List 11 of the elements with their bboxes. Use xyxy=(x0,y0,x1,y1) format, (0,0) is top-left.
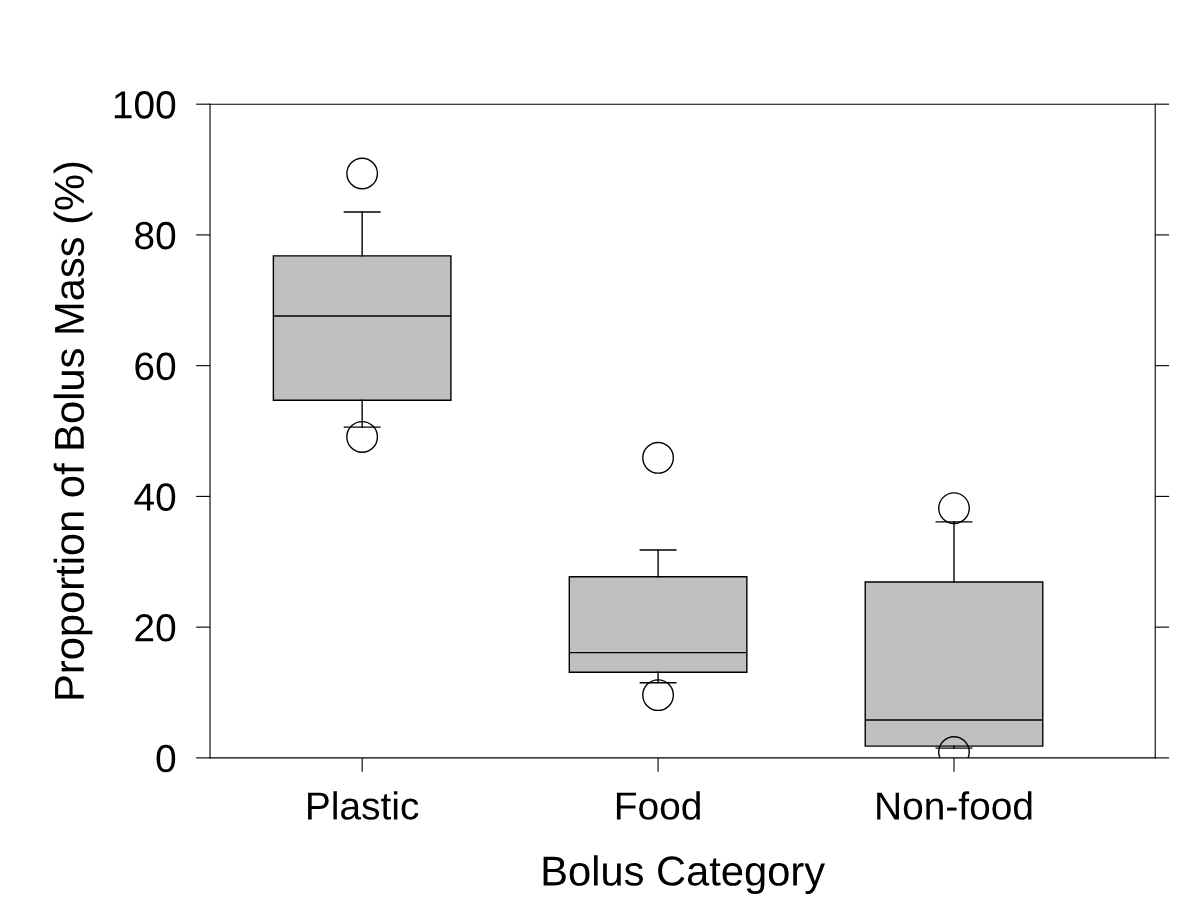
x-tick-label: Plastic xyxy=(308,791,419,820)
x-axis-title: Bolus Category xyxy=(543,855,825,895)
y-tick-label: 40 xyxy=(134,483,176,511)
y-tick-label: 100 xyxy=(114,91,176,119)
y-tick-label: 0 xyxy=(156,744,176,773)
y-tick-label: 20 xyxy=(135,614,176,642)
y-tick-label: 80 xyxy=(135,221,176,250)
y-tick-label: 60 xyxy=(135,352,176,381)
x-tick-label: Non-food xyxy=(877,791,1032,820)
x-tick-label: Food xyxy=(616,791,700,820)
y-axis-title: Proportion of Bolus Mass (%) xyxy=(53,162,93,699)
